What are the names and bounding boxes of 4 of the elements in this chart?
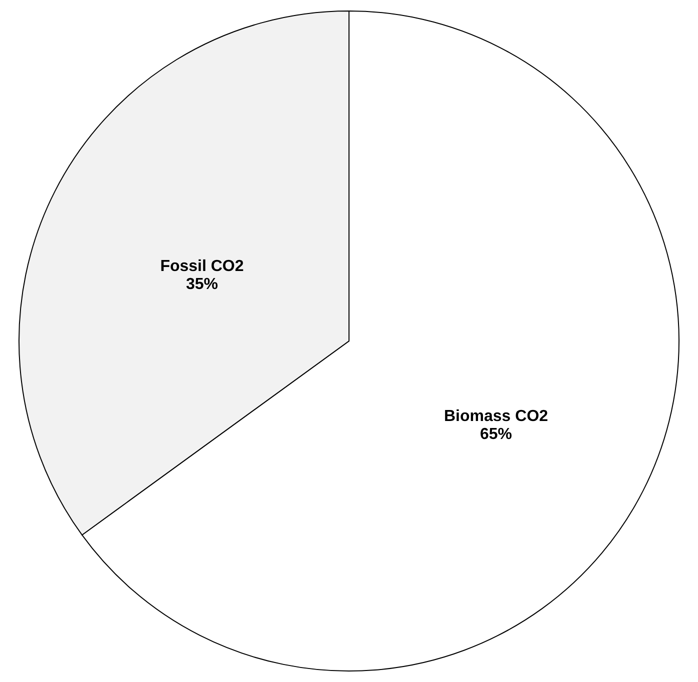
data-label: 65%: [480, 426, 512, 443]
slice-label: Biomass CO2: [444, 408, 548, 425]
data-label: 35%: [186, 276, 218, 294]
slice-label: Fossil CO2: [160, 258, 244, 276]
